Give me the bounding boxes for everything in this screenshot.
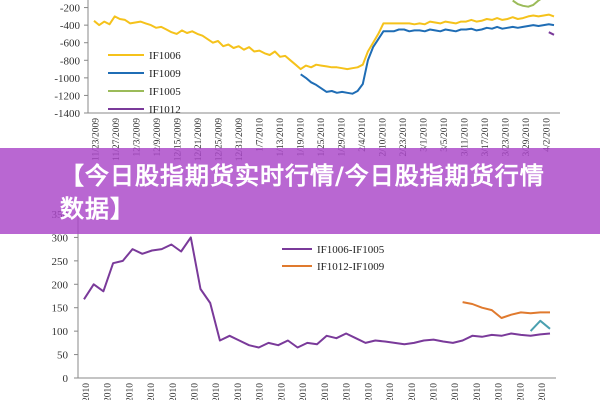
x-tick-label: 11/27/2009: [112, 118, 122, 161]
x-tick-label: 12/3/2009: [132, 118, 142, 157]
legend-label: IF1012: [149, 104, 181, 116]
series-line-if1005: [512, 0, 542, 8]
spread-chart: 0501001502002503003503/20103/20108/20103…: [52, 209, 556, 400]
x-tick-label: 11/23/2009: [91, 118, 101, 161]
x-tick-label: 3/23/2010: [502, 118, 512, 157]
y-tick-label: 300: [52, 232, 69, 244]
x-tick-label: 1/19/2010: [296, 118, 306, 157]
x-tick-label: /2010: [386, 383, 396, 400]
x-tick-label: /2010: [343, 383, 353, 400]
y-tick-label: 50: [57, 350, 69, 362]
x-tick-label: /2010: [473, 383, 483, 400]
series-line-if1006-if1005: [83, 236, 551, 349]
x-tick-label: 3/2010: [147, 383, 157, 400]
series-line-if1009: [300, 23, 555, 95]
x-tick-label: /2010: [451, 383, 461, 400]
y-tick-label: -800: [60, 55, 81, 67]
x-tick-label: 12/25/2009: [214, 118, 224, 162]
x-tick-label: /2010: [516, 383, 526, 400]
x-tick-label: 3/2010: [169, 383, 179, 400]
y-tick-label: 100: [52, 326, 69, 338]
x-tick-label: 12/15/2009: [173, 118, 183, 162]
futures-price-chart: -1400 -1200 -1000 -800 -600 -400 -200 11/23/200…: [54, 0, 560, 161]
y-tick-label: 0: [63, 373, 69, 385]
y-tick-label: -600: [60, 38, 81, 50]
y-tick-label: 250: [52, 256, 69, 268]
x-tick-label: 3/1/2010: [420, 118, 430, 152]
x-tick-label: 3/5/2010: [440, 118, 450, 152]
banner-title: 【今日股指期货实时行情/今日股指期货行情数据】: [60, 162, 545, 223]
x-tick-label: 3/17/2010: [481, 118, 491, 157]
series-line-if1006: [93, 13, 555, 71]
legend-label: IF1005: [149, 86, 181, 98]
x-tick-label: /2010: [430, 383, 440, 400]
x-tick-label: 12/31/2009: [235, 118, 245, 162]
x-tick-label: 2/23/2010: [399, 118, 409, 157]
x-tick-label: 1/2010: [212, 383, 222, 400]
series-line-unnamed-2: [529, 319, 551, 332]
x-tick-label: /2010: [277, 383, 287, 400]
y-tick-label: -400: [60, 20, 81, 32]
x-tick-label: /2010: [256, 383, 266, 400]
title-banner: [0, 148, 600, 234]
legend-label: IF1006-IF1005: [317, 244, 385, 256]
x-tick-label: /2010: [408, 383, 418, 400]
x-tick-label: /2010: [321, 383, 331, 400]
y-tick-label: 150: [52, 303, 69, 315]
x-tick-label: /2010: [538, 383, 548, 400]
y-tick-label: -1400: [54, 108, 80, 120]
x-tick-label: 4/2/2010: [543, 118, 553, 152]
x-tick-label: 1/7/2010: [255, 118, 265, 152]
x-tick-label: /2010: [364, 383, 374, 400]
x-tick-label: 8/2010: [125, 383, 135, 400]
x-tick-label: 3/2010: [104, 383, 114, 400]
x-tick-label: 12/21/2009: [194, 118, 204, 162]
series-line-if1012-if1009: [462, 301, 550, 319]
legend-label: IF1006: [149, 50, 181, 62]
x-tick-label: /2010: [234, 383, 244, 400]
legend-label: IF1012-IF1009: [317, 261, 385, 273]
x-tick-label: 3/29/2010: [522, 118, 532, 157]
y-tick-label: -200: [60, 3, 81, 15]
x-tick-label: 1/13/2010: [276, 118, 286, 157]
x-tick-label: 2/10/2010: [379, 118, 389, 157]
x-tick-label: 12/9/2009: [153, 118, 163, 157]
x-tick-label: 1/25/2010: [317, 118, 327, 157]
x-tick-label: 3/11/2010: [461, 118, 471, 156]
y-tick-label: -1000: [54, 73, 80, 85]
x-tick-label: 3/2010: [82, 383, 92, 400]
series-line-if1012: [548, 31, 555, 36]
y-tick-label: -1200: [54, 90, 80, 102]
x-tick-label: 1/29/2010: [338, 118, 348, 157]
x-tick-label: /2010: [299, 383, 309, 400]
legend-label: IF1009: [149, 68, 181, 80]
x-tick-label: 2/4/2010: [358, 118, 368, 152]
x-tick-label: /2010: [495, 383, 505, 400]
y-tick-label: 200: [52, 279, 69, 291]
x-tick-label: 2/2010: [191, 383, 201, 400]
